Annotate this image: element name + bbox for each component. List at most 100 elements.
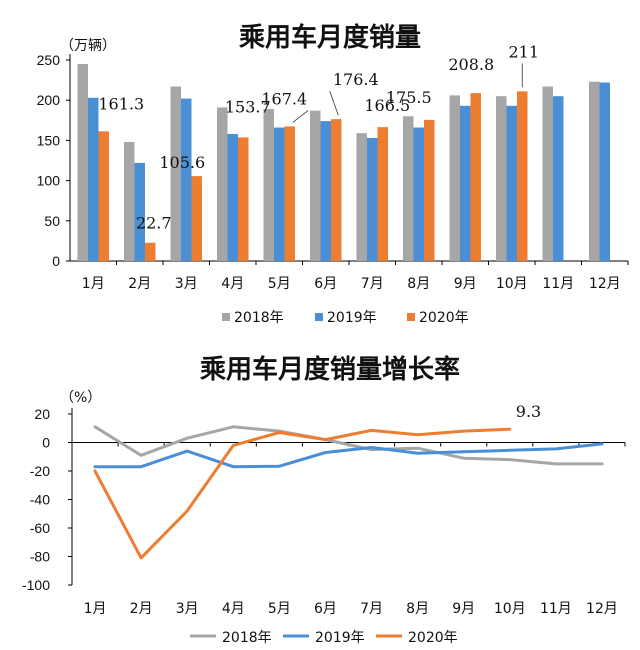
bar-2020年-4月 — [238, 137, 249, 261]
bar-data-label: 176.4 — [333, 70, 379, 89]
line-chart-title: 乘用车月度销量增长率 — [199, 354, 460, 385]
bar-leader-line — [329, 91, 339, 116]
bar-2018年-7月 — [356, 133, 367, 261]
bar-data-label: 105.6 — [159, 153, 205, 172]
bar-x-tick-label: 6月 — [314, 276, 337, 292]
line-x-tick-label: 7月 — [360, 601, 383, 617]
bar-data-label: 22.7 — [136, 214, 172, 233]
bar-legend-swatch-2020年 — [407, 313, 415, 321]
bar-data-label: 161.3 — [98, 94, 144, 113]
line-legend-label: 2018年 — [222, 630, 272, 646]
bar-2020年-1月 — [98, 131, 109, 261]
line-chart-plot: 20 0 -20 -40 -60 -80 -100 1月 2月 3月 4月 5月 6月 7月 8月 9月 10月… — [22, 402, 626, 617]
line-y-tick-label: -100 — [22, 577, 50, 593]
bar-legend-label: 2020年 — [419, 310, 469, 326]
line-chart-legend: 2018年 2019年 2020年 — [190, 630, 458, 646]
bar-2018年-9月 — [449, 95, 460, 261]
line-data-label: 9.3 — [516, 402, 541, 421]
bar-x-tick-label: 1月 — [82, 276, 105, 292]
bar-data-label: 166.5 — [364, 96, 410, 115]
bar-2020年-7月 — [377, 127, 388, 261]
bar-2018年-8月 — [403, 116, 414, 261]
line-x-tick-label: 1月 — [84, 601, 107, 617]
line-series-2019年 — [93, 442, 604, 469]
line-x-tick-label: 2月 — [130, 601, 153, 617]
bar-data-label: 211 — [508, 42, 539, 61]
bar-x-tick-label: 10月 — [496, 276, 528, 292]
bar-2019年-11月 — [553, 96, 564, 262]
bar-2018年-4月 — [217, 107, 228, 261]
bar-x-tick-label: 7月 — [361, 276, 384, 292]
bar-2020年-10月 — [517, 91, 528, 261]
line-x-tick-label: 10月 — [494, 601, 526, 617]
bar-2018年-12月 — [589, 81, 600, 261]
line-x-tick-label: 6月 — [314, 601, 337, 617]
bar-2019年-4月 — [227, 133, 238, 261]
line-y-tick-label: -80 — [30, 549, 50, 565]
line-x-tick-label: 8月 — [406, 601, 429, 617]
line-legend-label: 2019年 — [315, 630, 365, 646]
bar-chart-legend: 2018年 2019年 2020年 — [222, 310, 469, 326]
line-chart-unit: （%） — [60, 390, 101, 406]
bar-y-tick-label: 50 — [44, 213, 60, 229]
bar-x-tick-label: 12月 — [589, 276, 621, 292]
bar-2020年-8月 — [424, 119, 435, 261]
bar-x-tick-label: 9月 — [454, 276, 477, 292]
line-y-tick-label: 0 — [42, 435, 50, 451]
bar-y-tick-label: 150 — [37, 132, 61, 148]
line-series-2020年 — [93, 427, 512, 560]
bar-2019年-3月 — [181, 98, 192, 261]
line-x-tick-label: 4月 — [222, 601, 245, 617]
bar-chart-plot: 0 50 100 150 200 250 1月 2月 3月 4月 5月 6月 7月 8月 9月 10月 11月 1… — [37, 42, 629, 292]
bar-legend-label: 2019年 — [327, 310, 377, 326]
bar-y-tick-label: 250 — [37, 52, 61, 68]
line-series-2018年 — [93, 425, 604, 466]
bar-data-label: 153.7 — [225, 97, 271, 116]
bar-y-tick-label: 100 — [37, 173, 61, 189]
line-y-tick-label: -60 — [30, 520, 50, 536]
bar-2020年-9月 — [470, 93, 481, 261]
bar-2018年-6月 — [310, 110, 321, 261]
bar-2019年-5月 — [274, 127, 285, 261]
bar-2019年-7月 — [367, 137, 378, 261]
line-x-tick-label: 11月 — [540, 601, 572, 617]
bar-2018年-11月 — [542, 86, 553, 261]
bar-2019年-1月 — [88, 97, 99, 262]
line-x-tick-label: 9月 — [452, 601, 475, 617]
bar-2018年-1月 — [77, 64, 88, 262]
bar-2018年-3月 — [170, 86, 181, 261]
bar-y-tick-label: 200 — [37, 92, 61, 108]
bar-x-tick-label: 4月 — [221, 276, 244, 292]
bar-y-tick-label: 0 — [52, 253, 60, 269]
bar-2018年-10月 — [496, 96, 507, 262]
line-x-tick-label: 3月 — [176, 601, 199, 617]
bar-2020年-2月 — [145, 242, 156, 261]
bar-legend-swatch-2018年 — [222, 313, 230, 321]
bar-chart-title: 乘用车月度销量 — [238, 22, 421, 53]
line-y-tick-label: 20 — [34, 406, 50, 422]
line-x-tick-label: 5月 — [268, 601, 291, 617]
bar-2019年-9月 — [460, 105, 471, 261]
bar-legend-swatch-2019年 — [315, 313, 323, 321]
line-legend-label: 2020年 — [408, 630, 458, 646]
bar-2018年-5月 — [263, 109, 274, 261]
bar-x-tick-label: 11月 — [542, 276, 574, 292]
bar-chart-unit: （万辆） — [60, 38, 116, 54]
bar-2019年-6月 — [320, 121, 331, 261]
bar-2020年-6月 — [331, 119, 342, 261]
bar-2018年-2月 — [124, 142, 135, 261]
line-y-tick-label: -20 — [30, 463, 50, 479]
bar-2020年-5月 — [284, 126, 295, 261]
bar-2019年-10月 — [506, 105, 517, 261]
bar-leader-line — [292, 110, 309, 123]
bar-x-tick-label: 8月 — [407, 276, 430, 292]
bar-2019年-12月 — [599, 82, 610, 262]
bar-legend-label: 2018年 — [234, 310, 284, 326]
bar-2019年-2月 — [134, 162, 145, 261]
bar-2019年-8月 — [413, 127, 424, 261]
bar-data-label: 175.5 — [386, 88, 432, 107]
bar-x-tick-label: 5月 — [268, 276, 291, 292]
bar-2020年-3月 — [191, 176, 202, 261]
